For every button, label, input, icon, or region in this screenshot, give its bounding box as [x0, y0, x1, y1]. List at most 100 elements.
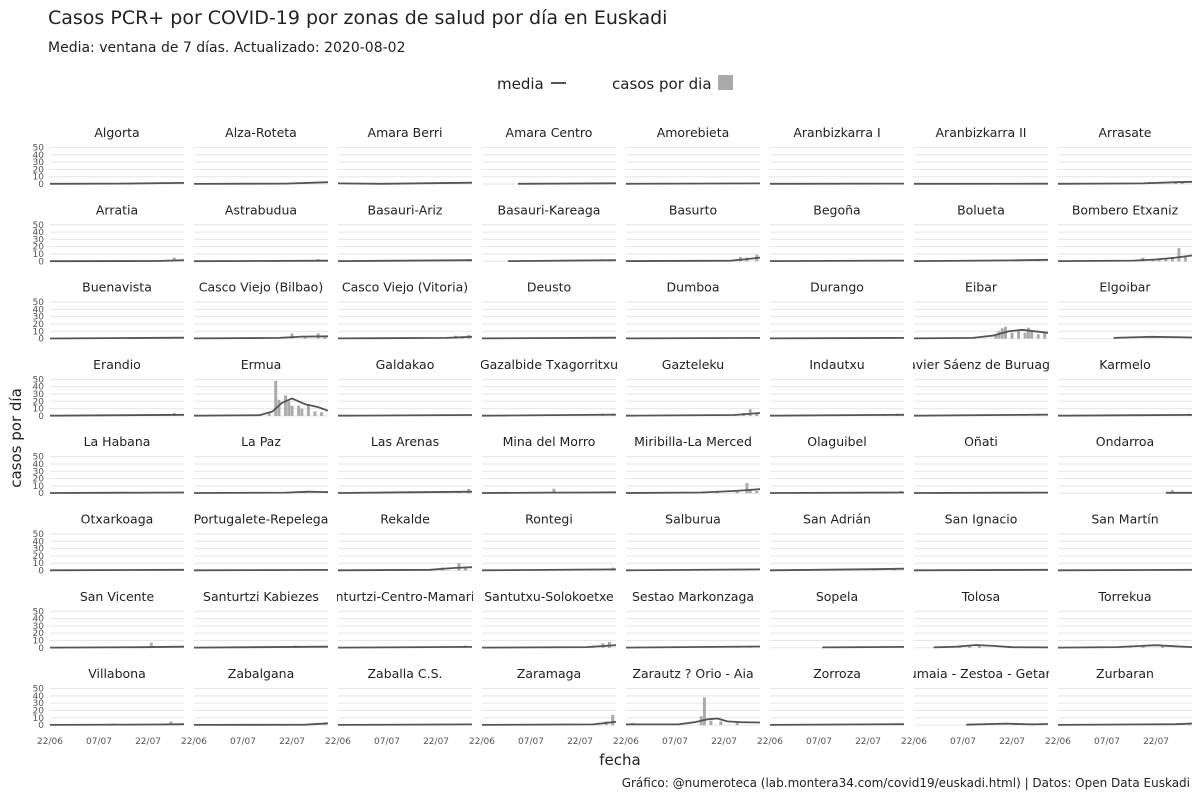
- y-tick-label: 50: [33, 607, 45, 617]
- facet-title: Portugalete-Repelega: [194, 512, 329, 527]
- bar-mark: [287, 401, 290, 416]
- facet-panel: Durango: [770, 280, 904, 339]
- facet-panel: Salburua: [626, 512, 760, 571]
- y-axis-label: casos por día: [7, 388, 25, 488]
- facet-title: Durango: [810, 280, 864, 295]
- facet-panel: Rontegi: [482, 512, 616, 571]
- mean-line: [194, 182, 328, 184]
- facet-title: Zabalgana: [228, 666, 294, 681]
- facet-title: Olaguibel: [807, 434, 866, 449]
- facet-title: Buenavista: [82, 280, 152, 295]
- facet-title: Las Arenas: [371, 434, 439, 449]
- facet-panel: Basurto: [626, 202, 760, 261]
- facet-panel: Sopela: [770, 589, 904, 648]
- facet-panel: Alza-Roteta: [194, 125, 328, 184]
- bar-mark: [307, 406, 310, 416]
- facet-panel: San Martín: [1058, 512, 1192, 571]
- facet-title: Zurbaran: [1096, 666, 1154, 681]
- facet-title: Salburua: [665, 512, 721, 527]
- mean-line: [1058, 645, 1192, 647]
- mean-line: [626, 413, 760, 416]
- mean-line: [966, 724, 1048, 725]
- facet-title: Casco Viejo (Bilbao): [199, 280, 323, 295]
- y-tick-label: 50: [33, 530, 45, 540]
- facet-title: Amorebieta: [657, 125, 730, 140]
- facet-title: Rekalde: [380, 512, 430, 527]
- facet-title: Astrabudua: [225, 202, 297, 217]
- x-tick-label: 22/06: [757, 737, 783, 747]
- facet-panel: Torrekua: [1058, 589, 1192, 648]
- x-tick-label: 07/07: [806, 737, 832, 747]
- mean-line: [770, 724, 904, 725]
- facet-panel: Galdakao: [338, 357, 472, 416]
- mean-line: [194, 647, 328, 648]
- bar-mark: [291, 406, 294, 416]
- mean-line: [338, 415, 472, 416]
- bar-mark: [320, 412, 323, 416]
- facet-panel: Indautxu: [770, 357, 904, 416]
- bar-mark: [1177, 248, 1180, 261]
- facet-panel: Bolueta: [914, 202, 1048, 261]
- facet-title: Santurtzi Kabiezes: [203, 589, 319, 604]
- mean-line: [822, 647, 904, 648]
- mean-line: [1114, 337, 1192, 338]
- facet-title: Miribilla-La Merced: [634, 434, 752, 449]
- bar-mark: [710, 721, 713, 725]
- facet-title: Basauri-Ariz: [368, 202, 443, 217]
- facet-panel: Karmelo: [1058, 357, 1192, 416]
- mean-line: [626, 489, 760, 493]
- mean-line: [770, 338, 904, 339]
- facet-title: Sestao Markonzaga: [632, 589, 754, 604]
- facet-title: Arratia: [96, 202, 138, 217]
- legend-casos-label: casos por dia: [612, 75, 712, 93]
- x-tick-label: 22/07: [711, 737, 737, 747]
- facet-panel: La Paz: [194, 434, 328, 493]
- x-tick-label: 22/06: [1045, 737, 1071, 747]
- x-tick-label: 22/06: [469, 737, 495, 747]
- mean-line: [518, 183, 616, 184]
- legend-media-label: media: [497, 75, 544, 93]
- facet-title: San Adrián: [803, 512, 871, 527]
- x-tick-label: 22/07: [1143, 737, 1169, 747]
- mean-line: [1058, 570, 1192, 571]
- bar-mark: [297, 406, 300, 416]
- facet-panel: San Adrián: [770, 512, 904, 571]
- facet-title: Zorroza: [813, 666, 861, 681]
- facet-panel: Sestao Markonzaga: [626, 589, 760, 648]
- facet-panel: Begoña: [770, 202, 904, 261]
- mean-line: [194, 336, 328, 338]
- x-tick-label: 22/06: [37, 737, 63, 747]
- facet-panel: Tolosa: [914, 589, 1048, 648]
- mean-line: [626, 719, 760, 725]
- mean-line: [338, 183, 472, 184]
- x-tick-label: 22/07: [567, 737, 593, 747]
- mean-line: [770, 261, 904, 262]
- mean-line: [914, 260, 1048, 261]
- facet-title: Arrasate: [1098, 125, 1151, 140]
- mean-line: [338, 647, 472, 648]
- mean-line: [626, 647, 760, 648]
- mean-line: [482, 569, 616, 570]
- x-tick-label: 22/07: [423, 737, 449, 747]
- facet-title: Rontegi: [525, 512, 573, 527]
- mean-line: [626, 338, 760, 339]
- facet-panel: Oñati: [914, 434, 1048, 493]
- bar-mark: [1161, 646, 1164, 647]
- facet-panel: Rekalde: [338, 512, 472, 571]
- facet-panel: Amara Centro: [482, 125, 616, 184]
- facet-panel: Elgoibar: [1058, 280, 1192, 339]
- x-tick-label: 07/07: [950, 737, 976, 747]
- mean-line: [770, 493, 904, 494]
- bar-mark: [1024, 333, 1027, 339]
- mean-line: [508, 260, 616, 261]
- facet-title: Sopela: [816, 589, 858, 604]
- mean-line: [50, 493, 184, 494]
- mean-line: [482, 645, 616, 647]
- x-tick-label: 07/07: [662, 737, 688, 747]
- facet-panel: Basauri-Kareaga: [482, 202, 616, 261]
